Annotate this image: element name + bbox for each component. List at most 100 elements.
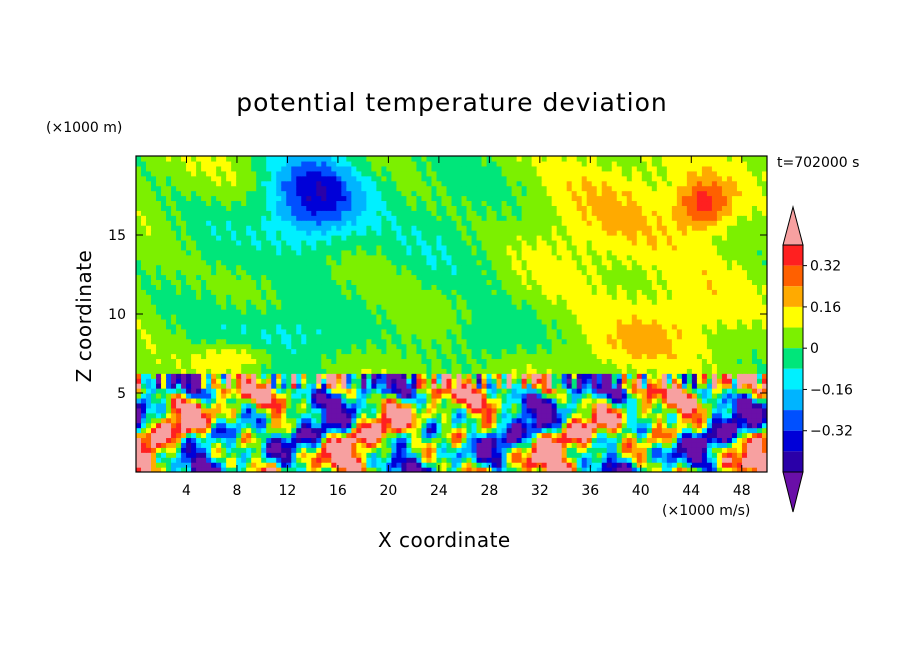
- contour-cell: [161, 388, 167, 394]
- contour-cell: [381, 383, 387, 389]
- contour-cell: [341, 402, 347, 409]
- contour-cell: [166, 363, 172, 369]
- contour-cell: [466, 397, 473, 404]
- contour-cell: [236, 289, 242, 295]
- contour-cell: [596, 299, 603, 305]
- contour-cell: [691, 447, 698, 453]
- contour-cell: [181, 314, 187, 320]
- contour-cell: [256, 368, 262, 374]
- contour-cell: [731, 304, 738, 310]
- contour-cell: [581, 388, 588, 394]
- contour-cell: [526, 284, 533, 290]
- contour-cell: [571, 284, 578, 290]
- contour-cell: [451, 338, 458, 345]
- contour-cell: [266, 407, 272, 414]
- contour-cell: [326, 318, 332, 325]
- contour-cell: [181, 388, 187, 394]
- contour-cell: [446, 314, 453, 320]
- contour-cell: [416, 437, 423, 443]
- contour-cell: [201, 353, 207, 360]
- contour-cell: [396, 353, 403, 360]
- contour-cell: [366, 358, 372, 364]
- contour-cell: [631, 318, 638, 325]
- contour-cell: [671, 427, 678, 434]
- contour-cell: [216, 402, 222, 409]
- contour-cell: [551, 383, 558, 389]
- y-axis-unit: (×1000 m): [46, 120, 123, 136]
- contour-cell: [691, 442, 698, 448]
- contour-cell: [146, 274, 152, 281]
- contour-cell: [331, 383, 337, 389]
- contour-cell: [311, 318, 317, 325]
- contour-cell: [701, 309, 708, 315]
- contour-cell: [726, 314, 733, 320]
- contour-cell: [586, 289, 593, 295]
- contour-cell: [246, 343, 252, 350]
- contour-cell: [621, 323, 628, 330]
- contour-cell: [676, 333, 683, 340]
- contour-cell: [571, 323, 578, 330]
- contour-cell: [426, 348, 433, 355]
- contour-cell: [486, 343, 493, 350]
- contour-cell: [211, 452, 217, 458]
- contour-cell: [206, 432, 212, 439]
- contour-cell: [316, 422, 322, 429]
- contour-cell: [706, 397, 713, 404]
- contour-cell: [461, 467, 468, 472]
- contour-cell: [196, 333, 202, 340]
- contour-cell: [456, 402, 463, 409]
- contour-cell: [601, 417, 608, 424]
- contour-cell: [636, 432, 643, 439]
- contour-cell: [186, 442, 192, 448]
- contour-cell: [666, 363, 673, 369]
- contour-cell: [231, 358, 237, 364]
- contour-cell: [151, 318, 157, 325]
- contour-cell: [281, 437, 287, 443]
- contour-cell: [156, 373, 162, 379]
- contour-cell: [661, 457, 668, 463]
- contour-cell: [706, 353, 713, 360]
- contour-cell: [291, 462, 297, 468]
- contour-cell: [331, 343, 337, 350]
- contour-cell: [456, 457, 463, 463]
- contour-cell: [241, 289, 247, 295]
- contour-cell: [196, 417, 202, 424]
- contour-cell: [561, 363, 568, 369]
- contour-cell: [201, 294, 207, 300]
- contour-cell: [486, 323, 493, 330]
- contour-cell: [171, 299, 177, 305]
- contour-cell: [301, 314, 307, 320]
- contour-cell: [691, 309, 698, 315]
- contour-cell: [451, 432, 458, 439]
- contour-cell: [756, 358, 763, 364]
- contour-cell: [526, 393, 533, 399]
- contour-cell: [331, 437, 337, 443]
- contour-cell: [481, 388, 488, 394]
- contour-cell: [566, 314, 573, 320]
- contour-cell: [286, 279, 292, 285]
- contour-cell: [551, 457, 558, 463]
- contour-cell: [521, 447, 528, 453]
- contour-cell: [686, 323, 693, 330]
- contour-cell: [216, 457, 222, 463]
- contour-cell: [361, 457, 367, 463]
- contour-cell: [271, 417, 277, 424]
- contour-cell: [206, 422, 212, 429]
- contour-cell: [466, 353, 473, 360]
- contour-cell: [761, 402, 767, 409]
- contour-cell: [146, 397, 152, 404]
- contour-cell: [716, 328, 723, 335]
- contour-cell: [536, 462, 543, 468]
- contour-cell: [146, 353, 152, 360]
- contour-cell: [296, 412, 302, 419]
- contour-cell: [366, 462, 372, 468]
- contour-cell: [696, 383, 703, 389]
- contour-cell: [211, 328, 217, 335]
- contour-cell: [246, 452, 252, 458]
- contour-cell: [706, 284, 713, 290]
- contour-cell: [661, 383, 668, 389]
- contour-cell: [451, 328, 458, 335]
- contour-cell: [621, 417, 628, 424]
- contour-cell: [261, 328, 267, 335]
- contour-cell: [411, 467, 418, 472]
